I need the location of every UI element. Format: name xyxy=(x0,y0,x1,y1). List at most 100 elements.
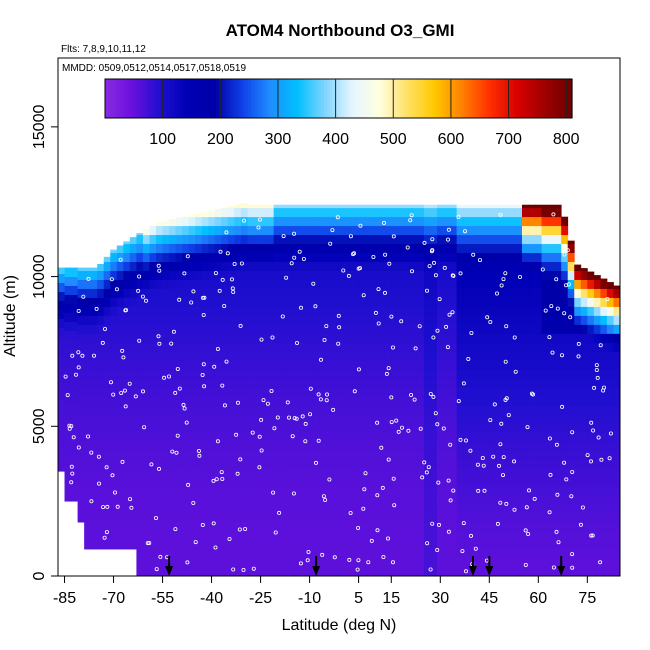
sample-point xyxy=(420,475,425,480)
curtain-cell xyxy=(548,369,556,379)
curtain-cell xyxy=(293,522,301,532)
curtain-cell xyxy=(469,432,477,442)
curtain-cell xyxy=(221,279,229,289)
curtain-cell xyxy=(521,558,529,568)
curtain-cell xyxy=(423,207,431,218)
curtain-cell xyxy=(384,423,392,433)
curtain-cell xyxy=(208,369,216,379)
curtain-cell xyxy=(240,279,248,289)
curtain-cell xyxy=(306,207,314,218)
curtain-cell xyxy=(600,477,608,487)
curtain-cell xyxy=(286,549,294,559)
curtain-cell xyxy=(332,216,340,227)
curtain-cell xyxy=(476,234,484,245)
curtain-cell xyxy=(548,261,556,271)
curtain-cell xyxy=(201,351,209,361)
curtain-cell xyxy=(227,486,235,496)
curtain-cell xyxy=(450,207,458,218)
curtain-cell xyxy=(227,477,235,487)
curtain-cell xyxy=(103,256,111,263)
curtain-cell xyxy=(149,306,157,316)
curtain-cell xyxy=(182,315,190,325)
curtain-cell xyxy=(234,540,242,550)
curtain-cell xyxy=(182,414,190,424)
curtain-cell xyxy=(325,468,333,478)
curtain-cell xyxy=(188,297,196,307)
curtain-cell xyxy=(352,468,359,478)
curtain-cell xyxy=(293,279,301,289)
curtain-cell xyxy=(162,369,170,379)
curtain-cell xyxy=(64,375,72,385)
curtain-cell xyxy=(469,477,477,487)
curtain-cell xyxy=(227,495,235,505)
curtain-cell xyxy=(541,423,549,433)
curtain-cell xyxy=(71,393,78,403)
curtain-cell xyxy=(110,504,118,514)
curtain-cell xyxy=(352,450,359,460)
curtain-cell xyxy=(554,423,562,433)
sample-point xyxy=(74,372,79,377)
curtain-cell xyxy=(286,387,294,397)
sample-point xyxy=(218,249,223,254)
curtain-cell xyxy=(90,396,98,406)
sample-point xyxy=(356,526,361,531)
curtain-cell xyxy=(561,531,569,541)
curtain-cell xyxy=(254,369,261,379)
curtain-cell xyxy=(548,477,556,487)
curtain-cell xyxy=(227,270,235,280)
sample-point xyxy=(608,431,613,436)
curtain-cell xyxy=(339,459,346,469)
sample-point xyxy=(385,536,390,541)
curtain-cell xyxy=(293,486,301,496)
curtain-cell xyxy=(345,495,353,505)
curtain-cell xyxy=(299,369,307,379)
curtain-cell xyxy=(606,324,614,334)
curtain-cell xyxy=(136,459,144,469)
curtain-cell xyxy=(142,369,150,379)
curtain-cell xyxy=(221,522,229,532)
curtain-cell xyxy=(188,216,196,227)
curtain-cell xyxy=(554,315,562,325)
curtain-cell xyxy=(142,432,150,442)
curtain-cell xyxy=(58,354,65,364)
curtain-cell xyxy=(247,342,255,352)
sample-point xyxy=(570,469,575,474)
sample-point xyxy=(578,522,583,527)
curtain-cell xyxy=(156,522,163,532)
curtain-cell xyxy=(423,333,431,343)
curtain-cell xyxy=(214,252,222,262)
curtain-cell xyxy=(103,360,111,370)
sample-point xyxy=(576,341,581,346)
sample-point xyxy=(431,394,436,399)
curtain-cell xyxy=(371,504,379,514)
curtain-cell xyxy=(240,504,248,514)
curtain-cell xyxy=(548,204,556,209)
sample-point xyxy=(220,383,225,388)
curtain-cell xyxy=(587,432,595,442)
curtain-cell xyxy=(358,441,366,451)
curtain-cell xyxy=(430,387,438,397)
curtain-cell xyxy=(260,432,268,442)
curtain-cell xyxy=(613,288,621,298)
curtain-cell xyxy=(175,396,183,406)
curtain-cell xyxy=(365,306,373,316)
curtain-cell xyxy=(142,513,150,523)
curtain-cell xyxy=(58,417,65,427)
curtain-cell xyxy=(240,360,248,370)
sample-point xyxy=(213,271,218,276)
sample-point xyxy=(215,346,220,351)
curtain-cell xyxy=(508,360,516,370)
curtain-cell xyxy=(240,252,248,262)
curtain-cell xyxy=(508,486,516,496)
curtain-cell xyxy=(541,414,549,424)
colorbar-cell xyxy=(458,79,462,118)
curtain-cell xyxy=(64,294,72,304)
curtain-cell xyxy=(293,495,301,505)
colorbar-cell xyxy=(364,79,369,118)
curtain-cell xyxy=(247,360,255,370)
curtain-cell xyxy=(384,450,392,460)
curtain-cell xyxy=(502,477,510,487)
curtain-cell xyxy=(554,270,562,280)
curtain-cell xyxy=(495,216,503,227)
curtain-cell xyxy=(554,540,562,550)
